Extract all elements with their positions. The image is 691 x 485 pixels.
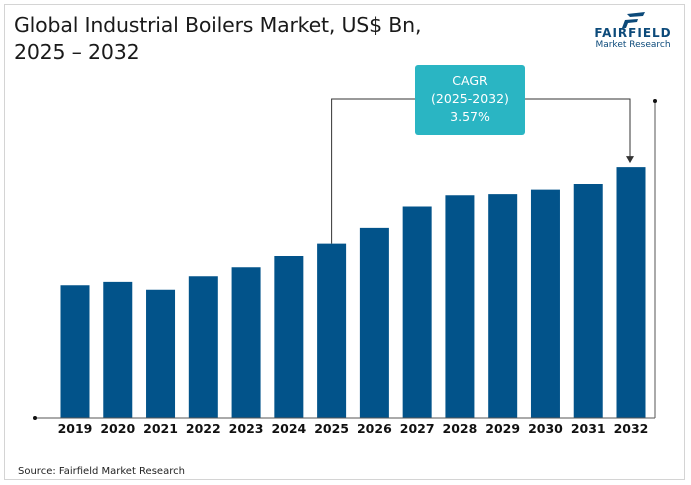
logo-mark-icon: [622, 12, 645, 28]
chart-title: Global Industrial Boilers Market, US$ Bn…: [14, 12, 421, 66]
bar-2020: [103, 281, 133, 418]
bar-2019: [60, 285, 90, 418]
axis-top-dot: [653, 99, 657, 103]
cagr-label: CAGR: [452, 73, 488, 88]
bar-2028: [445, 195, 475, 418]
x-tick-label: 2027: [400, 421, 435, 436]
cagr-connector-right: [525, 98, 631, 159]
x-tick-label: 2021: [143, 421, 178, 436]
x-tick-label: 2032: [614, 421, 649, 436]
x-tick-label: 2026: [357, 421, 392, 436]
bar-2025: [317, 243, 347, 418]
x-tick-label: 2025: [314, 421, 349, 436]
source-note: Source: Fairfield Market Research: [18, 466, 185, 477]
x-tick-label: 2030: [528, 421, 563, 436]
x-tick-label: 2024: [271, 421, 306, 436]
title-line-2: 2025 – 2032: [14, 40, 140, 64]
cagr-period: (2025-2032): [431, 91, 509, 106]
x-tick-label: 2028: [443, 421, 478, 436]
bar-2021: [146, 289, 176, 418]
x-tick-label: 2019: [58, 421, 93, 436]
x-tick-label: 2029: [485, 421, 520, 436]
bar-2027: [402, 206, 432, 418]
x-tick-label: 2023: [229, 421, 264, 436]
cagr-value: 3.57%: [450, 109, 490, 124]
x-tick-label: 2022: [186, 421, 221, 436]
bar-2026: [359, 227, 389, 418]
x-tick-label: 2020: [100, 421, 135, 436]
x-tick-label: 2031: [571, 421, 606, 436]
axis-start-dot: [33, 416, 37, 420]
bar-2024: [274, 256, 304, 418]
chart-frame: [4, 4, 685, 480]
logo-sub: Market Research: [595, 40, 671, 50]
bar-2029: [488, 194, 518, 418]
logo-brand: FAIRFIELD: [594, 26, 672, 40]
bar-2031: [573, 184, 603, 418]
title-line-1: Global Industrial Boilers Market, US$ Bn…: [14, 13, 422, 37]
bar-2032: [616, 167, 646, 418]
fairfield-logo: FAIRFIELD Market Research: [583, 8, 683, 58]
bar-2023: [231, 267, 261, 418]
cagr-box: CAGR (2025-2032) 3.57%: [415, 65, 525, 135]
bar-2030: [530, 189, 560, 418]
bar-2022: [188, 276, 218, 418]
arrow-head-icon: [626, 156, 634, 164]
cagr-connector-left: [331, 98, 415, 244]
